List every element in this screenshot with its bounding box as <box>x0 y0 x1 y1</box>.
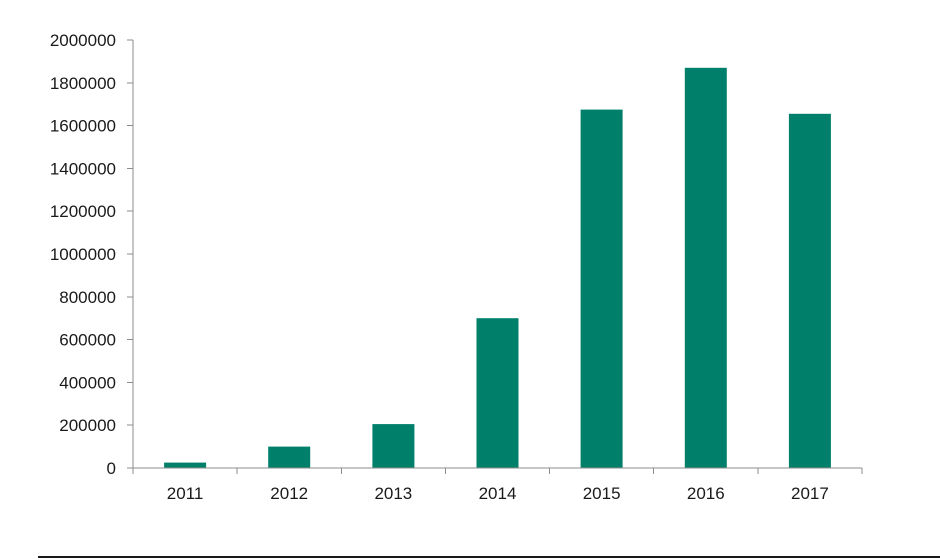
y-tick-label: 0 <box>107 459 116 478</box>
x-tick-label: 2013 <box>374 484 412 503</box>
bar-2017 <box>788 113 831 469</box>
y-tick-label: 1000000 <box>50 245 116 264</box>
bars-group <box>164 67 831 469</box>
y-tick-label: 400000 <box>59 373 116 392</box>
bar-2015 <box>580 109 623 468</box>
y-tick-label: 200000 <box>59 416 116 435</box>
bar-2014 <box>476 318 519 468</box>
y-tick-label: 800000 <box>59 288 116 307</box>
y-tick-label: 1400000 <box>50 159 116 178</box>
x-tick-label: 2016 <box>687 484 725 503</box>
y-tick-label: 600000 <box>59 331 116 350</box>
x-tick-label: 2012 <box>270 484 308 503</box>
bar-2013 <box>372 424 415 468</box>
y-tick-label: 2000000 <box>50 31 116 50</box>
y-tick-label: 1200000 <box>50 202 116 221</box>
x-tick-label: 2017 <box>791 484 829 503</box>
y-axis-ticks: 0 200000 400000 600000 800000 1000000 1200000 1… <box>50 31 133 478</box>
bar-2012 <box>268 446 311 468</box>
bar-2011 <box>164 462 207 468</box>
x-tick-label: 2015 <box>583 484 621 503</box>
y-tick-label: 1600000 <box>50 117 116 136</box>
x-axis-ticks: 2011 2012 2013 2014 2015 2016 2017 <box>132 468 863 503</box>
bar-2016 <box>684 67 727 469</box>
y-tick-label: 1800000 <box>50 74 116 93</box>
x-tick-label: 2011 <box>167 484 204 503</box>
x-tick-label: 2014 <box>479 484 517 503</box>
